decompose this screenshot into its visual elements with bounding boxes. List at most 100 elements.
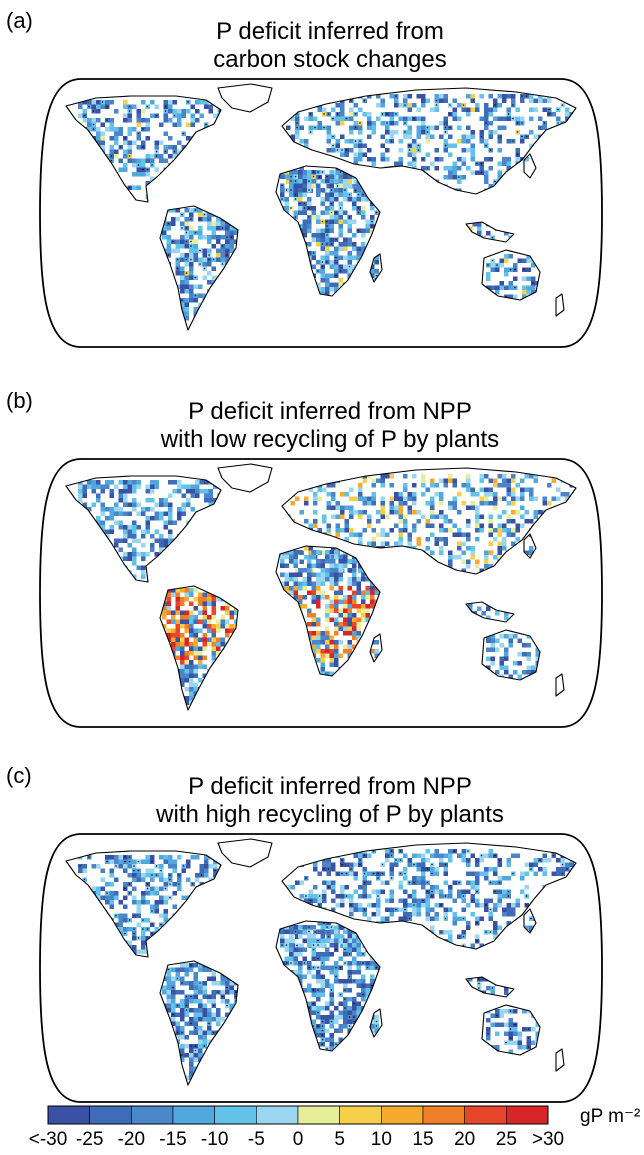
deficit-cell (207, 280, 212, 285)
significance-dot (354, 189, 357, 192)
deficit-cell (154, 480, 159, 485)
deficit-cell (517, 258, 522, 263)
significance-dot (557, 108, 559, 111)
deficit-cell (352, 595, 357, 600)
deficit-cell (412, 483, 417, 488)
deficit-cell (338, 255, 343, 260)
deficit-cell (307, 590, 312, 595)
deficit-cell (538, 125, 543, 130)
deficit-cell (202, 673, 207, 678)
significance-dot (92, 128, 95, 130)
deficit-cell (127, 534, 132, 539)
deficit-cell (82, 100, 87, 105)
significance-dot (467, 850, 469, 852)
deficit-cell (184, 307, 189, 312)
deficit-cell (225, 633, 230, 638)
deficit-cell (175, 990, 180, 995)
deficit-cell (398, 510, 403, 515)
deficit-cell (225, 628, 230, 633)
deficit-cell (211, 990, 216, 995)
significance-dot (212, 1004, 215, 1007)
deficit-cell (123, 534, 128, 539)
deficit-cell (202, 990, 207, 995)
deficit-cell (403, 483, 408, 488)
deficit-cell (229, 248, 234, 253)
significance-dot (208, 258, 210, 261)
deficit-cell (412, 152, 417, 157)
significance-dot (539, 859, 541, 861)
deficit-cell (533, 862, 538, 867)
significance-dot (512, 140, 514, 142)
significance-dot (408, 144, 411, 147)
deficit-cell (343, 563, 348, 568)
deficit-cell (162, 606, 167, 611)
deficit-cell (484, 871, 489, 876)
deficit-cell (343, 179, 348, 184)
deficit-cell (486, 272, 491, 277)
deficit-cell (497, 496, 502, 501)
deficit-cell (325, 255, 330, 260)
deficit-cell (141, 945, 146, 950)
deficit-cell (114, 511, 119, 516)
deficit-cell (443, 98, 448, 103)
deficit-cell (298, 210, 303, 215)
deficit-cell (118, 131, 123, 136)
deficit-cell (184, 244, 189, 249)
deficit-cell (347, 613, 352, 618)
deficit-cell (154, 538, 159, 543)
deficit-cell (293, 572, 298, 577)
deficit-cell (195, 480, 200, 485)
deficit-cell (479, 523, 484, 528)
significance-dot (199, 982, 201, 984)
deficit-cell (320, 590, 325, 595)
deficit-cell (186, 498, 191, 503)
significance-dot (462, 104, 465, 106)
deficit-cell (533, 514, 538, 519)
deficit-cell (211, 624, 216, 629)
deficit-cell (338, 233, 343, 238)
deficit-cell (394, 492, 399, 497)
deficit-cell (448, 853, 453, 858)
deficit-cell (184, 700, 189, 705)
deficit-cell (171, 976, 176, 981)
deficit-cell (177, 109, 182, 114)
deficit-cell (475, 528, 480, 533)
deficit-cell (542, 125, 547, 130)
deficit-cell (163, 131, 168, 136)
deficit-cell (380, 514, 385, 519)
deficit-cell (439, 510, 444, 515)
deficit-cell (407, 510, 412, 515)
significance-dot (185, 231, 188, 234)
deficit-cell (181, 502, 186, 507)
deficit-cell (295, 134, 300, 139)
significance-dot (444, 126, 447, 129)
deficit-cell (114, 520, 119, 525)
deficit-cell (211, 628, 216, 633)
deficit-cell (91, 480, 96, 485)
deficit-cell (335, 523, 340, 528)
deficit-cell (105, 900, 110, 905)
deficit-cell (325, 237, 330, 242)
deficit-cell (184, 628, 189, 633)
deficit-cell (171, 990, 176, 995)
deficit-cell (189, 601, 194, 606)
deficit-cell (171, 642, 176, 647)
deficit-cell (284, 197, 289, 202)
deficit-cell (320, 667, 325, 672)
deficit-cell (207, 212, 212, 217)
significance-dot (449, 113, 451, 115)
deficit-cell (370, 604, 375, 609)
deficit-cell (286, 179, 291, 184)
deficit-cell (385, 532, 390, 537)
deficit-cell (163, 538, 168, 543)
deficit-cell (207, 226, 212, 231)
significance-dot (305, 877, 307, 879)
deficit-cell (340, 510, 345, 515)
deficit-cell (132, 556, 137, 561)
significance-dot (128, 186, 131, 189)
significance-dot (435, 104, 438, 106)
deficit-cell (284, 206, 289, 211)
significance-dot (173, 114, 176, 117)
deficit-cell (162, 990, 167, 995)
deficit-cell (163, 145, 168, 150)
